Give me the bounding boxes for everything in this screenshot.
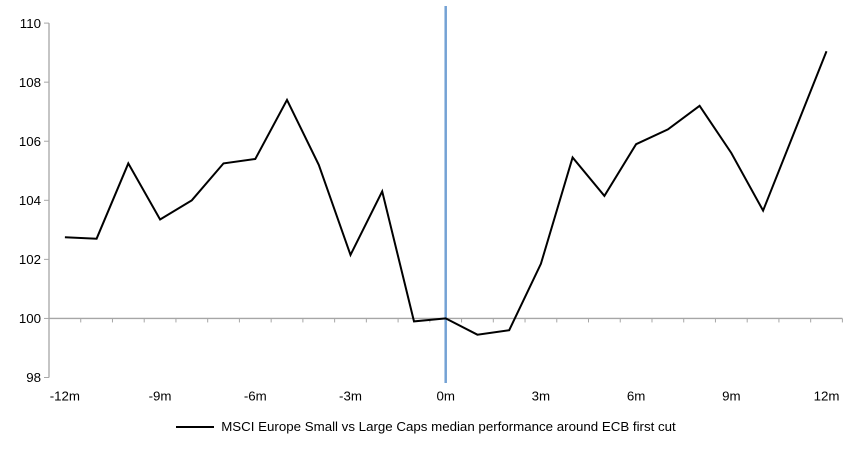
- y-axis-tick-label: 110: [20, 16, 41, 31]
- x-axis-tick-label: -9m: [149, 389, 172, 404]
- y-axis-tick-label: 104: [19, 193, 41, 208]
- x-axis-tick-label: 3m: [532, 389, 550, 404]
- x-axis-tick-label: -12m: [50, 389, 80, 404]
- x-axis-tick-label: 9m: [722, 389, 740, 404]
- legend: MSCI Europe Small vs Large Caps median p…: [0, 419, 852, 434]
- y-axis-tick-label: 108: [19, 75, 41, 90]
- x-axis-tick-label: 6m: [627, 389, 645, 404]
- y-axis-tick-label: 102: [19, 252, 41, 267]
- y-axis-tick-label: 98: [26, 370, 41, 385]
- y-axis-tick-label: 100: [19, 311, 41, 326]
- y-axis-tick-label: 106: [19, 134, 41, 149]
- x-axis-tick-label: -6m: [244, 389, 267, 404]
- legend-line-swatch: [176, 425, 215, 428]
- x-axis-tick-label: 0m: [436, 389, 454, 404]
- legend-series-label: MSCI Europe Small vs Large Caps median p…: [221, 419, 676, 434]
- x-axis-tick-label: 12m: [814, 389, 840, 404]
- x-axis-tick-label: -3m: [339, 389, 362, 404]
- series-line: [64, 50, 828, 336]
